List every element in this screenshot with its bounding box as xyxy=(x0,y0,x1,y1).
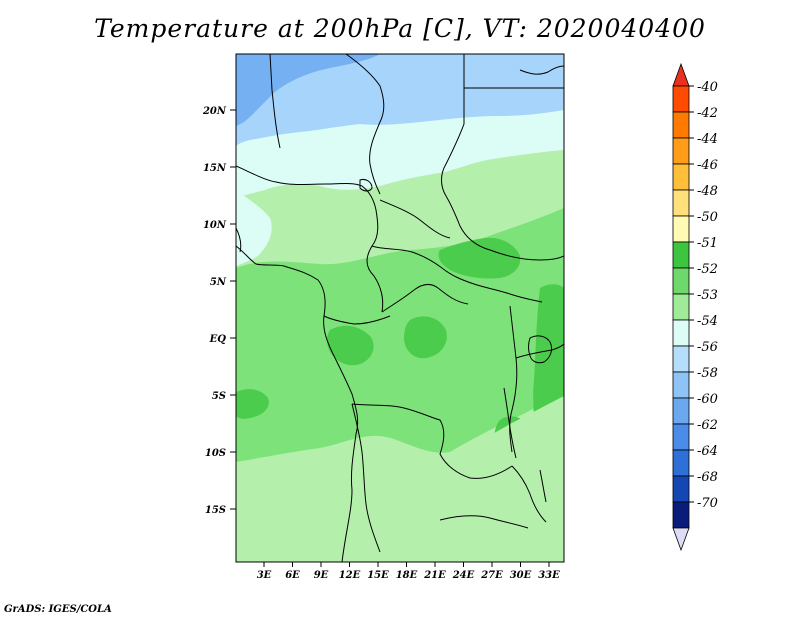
lat-tick-label: 15S xyxy=(205,505,226,516)
field-band-53-south xyxy=(236,396,564,562)
lon-tick-label: 15E xyxy=(367,570,389,581)
lon-tick-label: 33E xyxy=(538,570,560,581)
colorbar-band xyxy=(672,397,690,425)
colorbar-band xyxy=(672,85,690,113)
colorbar-label: -40 xyxy=(697,80,718,95)
grads-credit: GrADS: IGES/COLA xyxy=(4,604,112,615)
border-m xyxy=(509,305,518,453)
colorbar-band xyxy=(672,293,690,321)
colorbar-band xyxy=(672,137,690,165)
colorbar-label: -46 xyxy=(697,158,718,173)
border-b xyxy=(345,54,385,195)
border-c xyxy=(269,54,281,149)
lon-tick-label: 21E xyxy=(423,570,446,581)
field-band-54-left xyxy=(236,190,272,266)
colorbar-band xyxy=(672,423,690,451)
coastline-west xyxy=(236,245,359,562)
lat-tick-label: 5S xyxy=(212,391,226,402)
colorbar-label: -48 xyxy=(697,184,718,199)
colorbar-label: -58 xyxy=(697,366,718,381)
colorbar-band xyxy=(672,215,690,243)
colorbar-bottom-arrow xyxy=(672,527,690,552)
colorbar-band xyxy=(672,501,690,529)
lon-tick-label: 30E xyxy=(510,570,532,581)
field-band-51-central xyxy=(327,325,374,366)
border-f xyxy=(371,245,543,303)
border-i xyxy=(351,403,513,479)
field-band-51 xyxy=(438,237,521,279)
plot-frame xyxy=(235,53,565,563)
lat-tick-label: 15N xyxy=(203,163,227,174)
lon-tick-label: 3E xyxy=(257,570,272,581)
map-title: Temperature at 200hPa [C], VT: 202004040… xyxy=(94,14,706,43)
colorbar-band xyxy=(672,475,690,503)
border-k xyxy=(511,465,547,523)
lon-tick-label: 24E xyxy=(452,570,475,581)
border-a xyxy=(236,165,384,313)
colorbar-band xyxy=(672,319,690,347)
colorbar-label: -68 xyxy=(697,470,718,485)
lake-tanganyika xyxy=(503,387,517,459)
colorbar-band xyxy=(672,111,690,139)
lat-tick-label: 20N xyxy=(202,106,227,117)
border-d xyxy=(441,54,564,261)
colorbar-top-arrow xyxy=(672,62,690,87)
field-band-56 xyxy=(236,54,564,146)
colorbar-band xyxy=(672,449,690,477)
colorbar-label: -42 xyxy=(697,106,718,121)
lat-tick-label: 10N xyxy=(203,220,227,231)
colorbar-label: -44 xyxy=(697,132,718,147)
colorbar-label: -64 xyxy=(697,444,718,459)
lon-tick-label: 9E xyxy=(314,570,329,581)
colorbar-label: -51 xyxy=(697,236,718,251)
colorbar-label: -50 xyxy=(697,210,718,225)
colorbar-band xyxy=(672,163,690,191)
border-g xyxy=(381,283,469,313)
lat-tick-label: 5N xyxy=(210,277,227,288)
colorbar-band xyxy=(672,345,690,373)
colorbar-band xyxy=(672,371,690,399)
field-band-51-basin xyxy=(404,316,447,359)
colorbar-label: -60 xyxy=(697,392,718,407)
latitude-axis: 20N 15N 10N 5N EQ 5S 10S 15S xyxy=(202,106,236,516)
border-l xyxy=(439,515,529,529)
lon-tick-label: 27E xyxy=(480,570,503,581)
temperature-field xyxy=(236,54,564,562)
field-band-58 xyxy=(236,54,380,126)
colorbar-label: -54 xyxy=(697,314,718,329)
colorbar-label: -70 xyxy=(697,496,718,511)
border-e xyxy=(379,199,451,239)
lake-malawi xyxy=(539,469,547,503)
longitude-axis: 3E 6E 9E 12E 15E 18E 21E 24E 27E 30E 33E xyxy=(257,562,560,581)
colorbar: -40 -42 -44 -46 -48 -50 -51 -52 -53 -54 -56 -58 -60 -… xyxy=(672,62,718,552)
lat-tick-label: EQ xyxy=(209,334,227,345)
colorbar-band xyxy=(672,267,690,295)
colorbar-band xyxy=(672,189,690,217)
chad-lake xyxy=(359,179,373,192)
border-j xyxy=(351,403,381,553)
north-coast-east xyxy=(519,65,564,75)
lake-victoria xyxy=(528,335,553,364)
colorbar-label: -53 xyxy=(697,288,718,303)
field-band-51-southwest xyxy=(236,389,269,419)
lon-tick-label: 6E xyxy=(285,570,300,581)
colorbar-band xyxy=(672,241,690,269)
country-borders xyxy=(236,54,564,562)
colorbar-label: -52 xyxy=(697,262,718,277)
lon-tick-label: 12E xyxy=(339,570,361,581)
border-h xyxy=(323,315,391,325)
colorbar-label: -62 xyxy=(697,418,718,433)
lat-tick-label: 10S xyxy=(205,448,226,459)
lon-tick-label: 18E xyxy=(396,570,418,581)
coast-gulf xyxy=(236,227,242,253)
colorbar-label: -56 xyxy=(697,340,718,355)
